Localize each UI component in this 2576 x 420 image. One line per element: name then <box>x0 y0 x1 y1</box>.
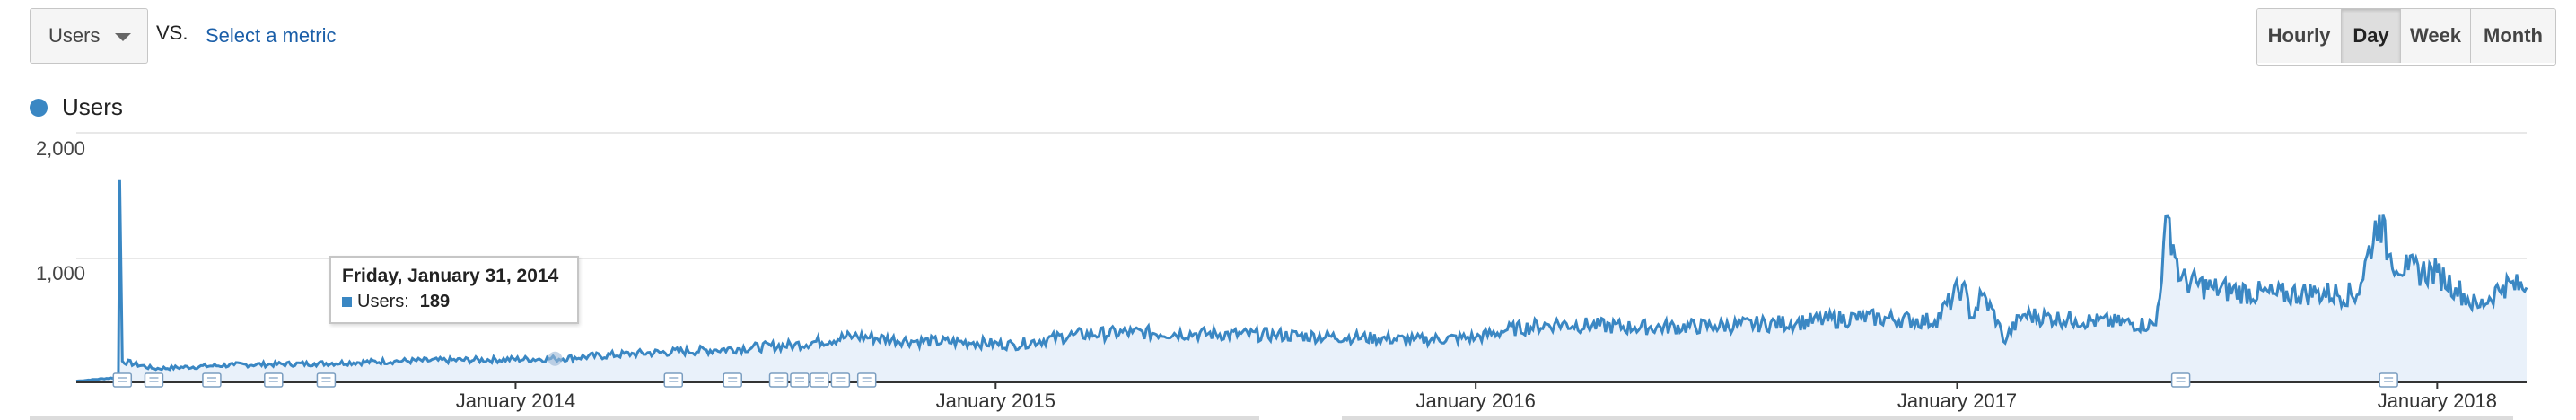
x-tick-label: January 2014 <box>456 389 575 412</box>
select-metric-link[interactable]: Select a metric <box>206 24 337 47</box>
annotation-icon[interactable] <box>790 372 810 388</box>
month-button-label: Month <box>2484 24 2543 47</box>
annotation-icon[interactable] <box>264 372 284 388</box>
x-tick-label: January 2018 <box>2378 389 2497 412</box>
annotation-icon[interactable] <box>2379 372 2398 388</box>
granularity-toggle: Hourly Day Week Month <box>2256 8 2556 66</box>
data-tooltip: Friday, January 31, 2014 Users: 189 <box>329 256 579 324</box>
tooltip-series-label: Users: <box>357 292 409 311</box>
annotation-icon[interactable] <box>723 372 742 388</box>
range-slider-track[interactable] <box>1342 416 2513 420</box>
week-button-label: Week <box>2409 24 2462 47</box>
tooltip-row: Users: 189 <box>342 292 566 312</box>
annotation-icon[interactable] <box>316 372 337 388</box>
week-button[interactable]: Week <box>2401 9 2471 63</box>
annotation-icon[interactable] <box>202 372 222 388</box>
day-button-label: Day <box>2353 24 2389 47</box>
metric-dropdown[interactable]: Users <box>30 8 148 64</box>
chart-toolbar: Users VS. Select a metric Hourly Day Wee… <box>0 0 2576 81</box>
y-tick-label: 1,000 <box>36 262 85 284</box>
annotation-icon[interactable] <box>2170 372 2191 388</box>
annotation-icon[interactable] <box>144 372 164 388</box>
x-axis-ticks: January 2014 January 2015 January 2016 Janu… <box>456 382 2497 412</box>
gridlines <box>76 132 2527 259</box>
annotation-icon[interactable] <box>112 372 133 388</box>
range-slider-track[interactable] <box>30 416 1259 420</box>
legend-dot-icon <box>30 98 48 117</box>
x-tick-label: January 2017 <box>1897 389 2017 412</box>
metric-dropdown-label: Users <box>48 24 101 47</box>
series-line-users <box>75 179 2528 383</box>
tooltip-value: 189 <box>419 292 451 311</box>
annotation-icon[interactable] <box>856 372 877 388</box>
hourly-button[interactable]: Hourly <box>2257 9 2342 63</box>
tooltip-date: Friday, January 31, 2014 <box>342 266 559 286</box>
tooltip-swatch-icon <box>342 297 352 307</box>
annotation-icon[interactable] <box>810 372 829 388</box>
day-button[interactable]: Day <box>2342 9 2401 63</box>
annotation-icon[interactable] <box>830 372 851 388</box>
x-tick-label: January 2015 <box>936 389 1056 412</box>
chevron-down-icon <box>115 33 131 41</box>
x-tick-label: January 2016 <box>1415 389 1535 412</box>
chart-legend: Users <box>30 93 123 121</box>
annotation-icon[interactable] <box>663 372 684 388</box>
y-tick-label: 2,000 <box>36 137 85 160</box>
users-line-chart[interactable]: 2,000 1,000 January 2014 January 2015 Janu… <box>0 126 2576 420</box>
annotation-icon[interactable] <box>768 372 789 388</box>
legend-label: Users <box>62 93 123 120</box>
vs-label: VS. <box>156 22 188 44</box>
series-area-fill <box>76 179 2527 382</box>
hover-point <box>548 351 563 366</box>
month-button[interactable]: Month <box>2471 9 2555 63</box>
hourly-button-label: Hourly <box>2267 24 2331 47</box>
annotation-markers[interactable] <box>112 372 2398 388</box>
